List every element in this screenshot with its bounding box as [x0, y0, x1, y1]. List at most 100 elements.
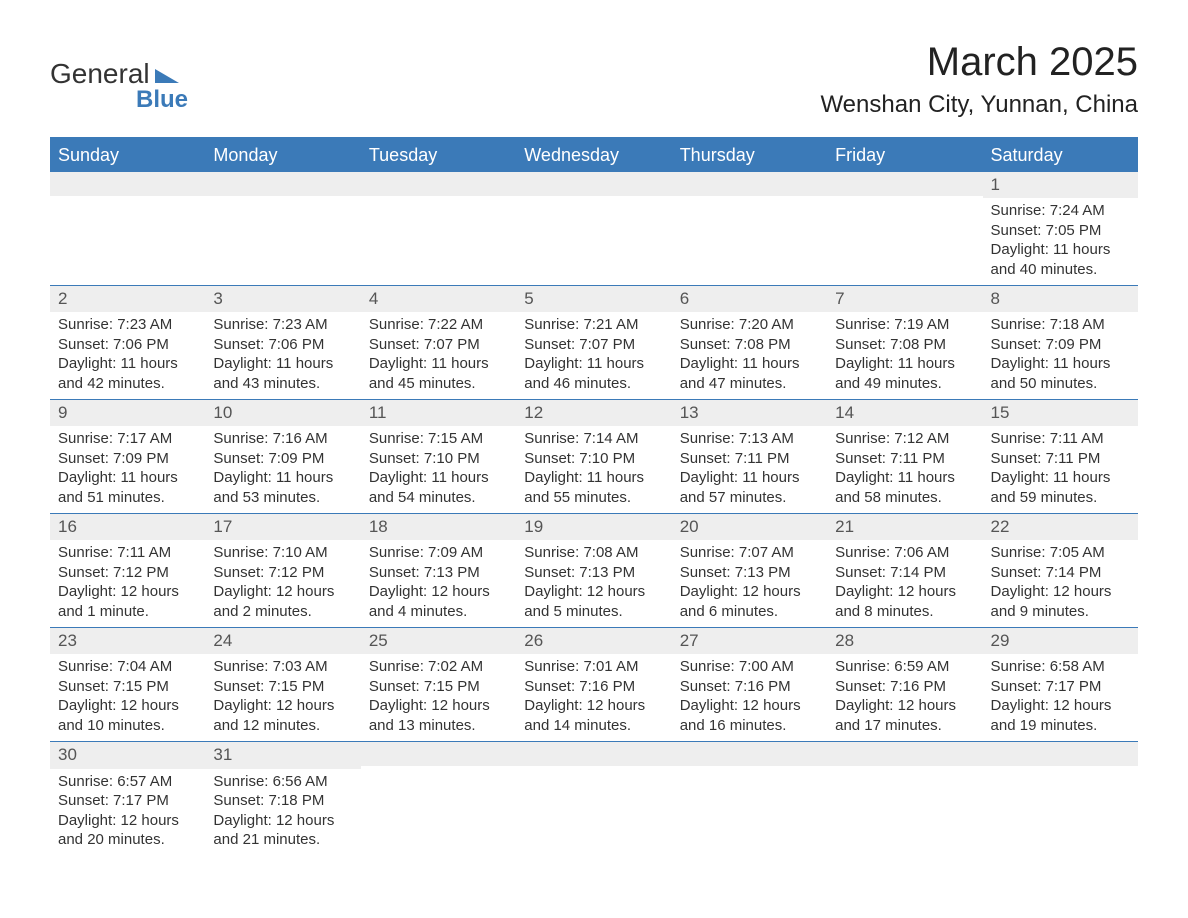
day-number: 16	[50, 514, 205, 540]
weekday-col: Saturday	[983, 139, 1138, 172]
sunset-line: Sunset: 7:17 PM	[991, 677, 1130, 697]
day-number	[516, 172, 671, 196]
day-number: 25	[361, 628, 516, 654]
daylight-line: Daylight: 11 hours and 55 minutes.	[524, 468, 663, 507]
sunset-line: Sunset: 7:15 PM	[213, 677, 352, 697]
day-number	[50, 172, 205, 196]
day-cell	[516, 769, 671, 856]
day-details: Sunrise: 7:11 AMSunset: 7:11 PMDaylight:…	[983, 426, 1138, 513]
day-cell: Sunrise: 7:01 AMSunset: 7:16 PMDaylight:…	[516, 654, 671, 741]
daylight-line: Daylight: 11 hours and 57 minutes.	[680, 468, 819, 507]
day-cell: Sunrise: 7:03 AMSunset: 7:15 PMDaylight:…	[205, 654, 360, 741]
day-number: 1	[983, 172, 1138, 198]
daylight-line: Daylight: 12 hours and 17 minutes.	[835, 696, 974, 735]
day-number-cell: 25	[361, 628, 516, 654]
daylight-line: Daylight: 11 hours and 45 minutes.	[369, 354, 508, 393]
day-details	[672, 198, 827, 207]
day-details	[983, 769, 1138, 778]
calendar-week: 9101112131415Sunrise: 7:17 AMSunset: 7:0…	[50, 399, 1138, 513]
daylight-line: Daylight: 12 hours and 20 minutes.	[58, 811, 197, 850]
day-number	[672, 172, 827, 196]
sunset-line: Sunset: 7:16 PM	[680, 677, 819, 697]
day-number-cell	[516, 742, 671, 768]
day-number	[361, 742, 516, 766]
sunrise-line: Sunrise: 6:58 AM	[991, 657, 1130, 677]
day-details	[672, 769, 827, 778]
sunset-line: Sunset: 7:07 PM	[369, 335, 508, 355]
sunrise-line: Sunrise: 7:04 AM	[58, 657, 197, 677]
day-number-cell	[827, 172, 982, 198]
brand-sub: Blue	[136, 86, 188, 114]
day-cell: Sunrise: 6:59 AMSunset: 7:16 PMDaylight:…	[827, 654, 982, 741]
page-title: March 2025	[820, 40, 1138, 85]
day-number: 2	[50, 286, 205, 312]
sunset-line: Sunset: 7:15 PM	[369, 677, 508, 697]
day-number: 31	[205, 742, 360, 768]
day-number-cell: 12	[516, 400, 671, 426]
sunrise-line: Sunrise: 6:57 AM	[58, 772, 197, 792]
weekday-col: Friday	[827, 139, 982, 172]
day-cell: Sunrise: 7:23 AMSunset: 7:06 PMDaylight:…	[50, 312, 205, 399]
daylight-line: Daylight: 11 hours and 54 minutes.	[369, 468, 508, 507]
sunrise-line: Sunrise: 7:16 AM	[213, 429, 352, 449]
day-number-cell	[672, 172, 827, 198]
day-details	[361, 769, 516, 778]
day-number-cell: 3	[205, 286, 360, 312]
title-block: March 2025 Wenshan City, Yunnan, China	[820, 40, 1138, 119]
day-number: 13	[672, 400, 827, 426]
brand-name: General	[50, 60, 179, 88]
day-number	[205, 172, 360, 196]
day-details: Sunrise: 7:05 AMSunset: 7:14 PMDaylight:…	[983, 540, 1138, 627]
day-cell: Sunrise: 7:16 AMSunset: 7:09 PMDaylight:…	[205, 426, 360, 513]
day-number-cell: 13	[672, 400, 827, 426]
day-details: Sunrise: 7:20 AMSunset: 7:08 PMDaylight:…	[672, 312, 827, 399]
day-cell: Sunrise: 7:19 AMSunset: 7:08 PMDaylight:…	[827, 312, 982, 399]
weekday-header: SundayMondayTuesdayWednesdayThursdayFrid…	[50, 139, 1138, 172]
sunset-line: Sunset: 7:06 PM	[58, 335, 197, 355]
day-cell: Sunrise: 7:18 AMSunset: 7:09 PMDaylight:…	[983, 312, 1138, 399]
day-details: Sunrise: 7:08 AMSunset: 7:13 PMDaylight:…	[516, 540, 671, 627]
day-details	[50, 198, 205, 207]
sunrise-line: Sunrise: 6:59 AM	[835, 657, 974, 677]
sunset-line: Sunset: 7:06 PM	[213, 335, 352, 355]
sunrise-line: Sunrise: 7:02 AM	[369, 657, 508, 677]
day-number: 29	[983, 628, 1138, 654]
day-number-cell: 11	[361, 400, 516, 426]
brand-logo: General Blue	[50, 40, 188, 114]
daylight-line: Daylight: 11 hours and 40 minutes.	[991, 240, 1130, 279]
day-number-cell	[983, 742, 1138, 768]
day-cell	[205, 198, 360, 285]
day-details: Sunrise: 7:13 AMSunset: 7:11 PMDaylight:…	[672, 426, 827, 513]
weekday-col: Tuesday	[361, 139, 516, 172]
day-number-cell: 10	[205, 400, 360, 426]
day-cell: Sunrise: 7:24 AMSunset: 7:05 PMDaylight:…	[983, 198, 1138, 285]
sunrise-line: Sunrise: 7:11 AM	[58, 543, 197, 563]
sunset-line: Sunset: 7:09 PM	[58, 449, 197, 469]
daylight-line: Daylight: 11 hours and 51 minutes.	[58, 468, 197, 507]
day-cell: Sunrise: 6:58 AMSunset: 7:17 PMDaylight:…	[983, 654, 1138, 741]
day-number: 4	[361, 286, 516, 312]
daylight-line: Daylight: 12 hours and 2 minutes.	[213, 582, 352, 621]
sunset-line: Sunset: 7:12 PM	[213, 563, 352, 583]
day-details	[361, 198, 516, 207]
daylight-line: Daylight: 11 hours and 46 minutes.	[524, 354, 663, 393]
day-number: 11	[361, 400, 516, 426]
daylight-line: Daylight: 12 hours and 8 minutes.	[835, 582, 974, 621]
day-number	[516, 742, 671, 766]
day-details	[827, 769, 982, 778]
day-number-cell: 24	[205, 628, 360, 654]
day-number: 6	[672, 286, 827, 312]
day-number: 3	[205, 286, 360, 312]
day-number-cell: 1	[983, 172, 1138, 198]
daylight-line: Daylight: 12 hours and 4 minutes.	[369, 582, 508, 621]
day-details: Sunrise: 7:06 AMSunset: 7:14 PMDaylight:…	[827, 540, 982, 627]
day-cell	[516, 198, 671, 285]
sunrise-line: Sunrise: 7:23 AM	[58, 315, 197, 335]
day-cell: Sunrise: 7:14 AMSunset: 7:10 PMDaylight:…	[516, 426, 671, 513]
sunset-line: Sunset: 7:18 PM	[213, 791, 352, 811]
daylight-line: Daylight: 12 hours and 14 minutes.	[524, 696, 663, 735]
day-number-cell	[827, 742, 982, 768]
sunrise-line: Sunrise: 7:10 AM	[213, 543, 352, 563]
day-number-cell: 23	[50, 628, 205, 654]
sunrise-line: Sunrise: 7:12 AM	[835, 429, 974, 449]
